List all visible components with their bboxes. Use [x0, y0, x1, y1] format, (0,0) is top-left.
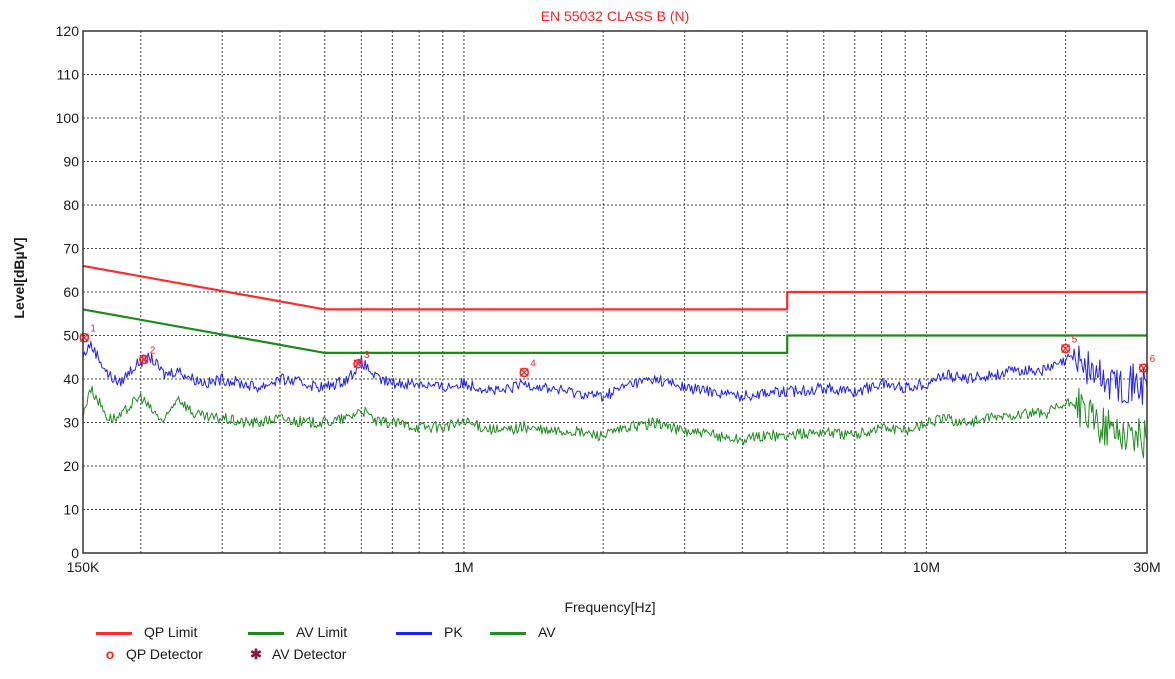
marker-cross	[139, 354, 149, 364]
marker-label: 5	[1072, 335, 1078, 346]
legend-swatch	[490, 631, 526, 635]
marker-label: 3	[364, 350, 370, 361]
marker-circle	[519, 367, 530, 378]
marker-label: 6	[1150, 354, 1156, 365]
peak-marker: 1	[79, 324, 96, 343]
peak-marker: 3	[353, 350, 370, 369]
marker-circle	[353, 358, 363, 369]
plot-frame	[82, 30, 1148, 554]
peak-marker: 5	[1060, 335, 1078, 354]
y-tick-label: 10	[63, 502, 79, 518]
legend-label: PK	[444, 624, 463, 640]
legend-label: QP Limit	[144, 624, 198, 640]
legend-label: QP Detector	[126, 646, 203, 662]
x-tick-label: 150K	[67, 559, 100, 575]
y-tick-label: 0	[71, 545, 79, 561]
y-tick-label: 70	[63, 241, 79, 257]
x-tick-label: 10M	[913, 559, 940, 575]
series-line-av-limit	[82, 308, 1147, 354]
marker-cross	[519, 368, 529, 377]
legend-label: AV Detector	[272, 646, 347, 662]
marker-circle	[79, 332, 90, 343]
marker-circle	[138, 354, 149, 365]
legend-item-qp-limit: QP Limit	[96, 624, 197, 640]
marker-cross	[79, 333, 89, 343]
legend-label: AV Limit	[296, 624, 348, 640]
legend-item-av: AV	[490, 624, 556, 640]
series-line-av	[82, 385, 1148, 459]
legend-swatch	[248, 631, 284, 635]
y-tick-label: 100	[56, 110, 80, 126]
legend-swatch	[396, 631, 432, 635]
x-axis-label: Frequency[Hz]	[564, 599, 655, 615]
y-tick-label: 110	[57, 67, 80, 83]
legend-item-pk: PK	[396, 624, 463, 640]
legend-item-av-limit: AV Limit	[248, 624, 347, 640]
qp-detector-symbol: o	[105, 646, 115, 662]
legend-item-av-detector: ✱ AV Detector	[246, 646, 346, 663]
series-layer	[82, 264, 1148, 459]
ticks: 0 10 20 30 40 50 60 70 80 90 100 110 120 150K 1M 10M 30M	[56, 23, 1161, 575]
legend-item-qp-detector: o QP Detector	[100, 646, 203, 662]
series-line-qp-limit	[82, 264, 1147, 311]
y-tick-label: 20	[63, 458, 79, 474]
marker-label: 2	[150, 345, 156, 356]
av-detector-symbol: ✱	[250, 646, 262, 662]
marker-layer: 1 2 3 4 5 6	[79, 324, 1156, 378]
marker-cross	[1061, 344, 1071, 354]
peak-marker: 4	[519, 358, 536, 378]
y-tick-label: 30	[63, 415, 79, 431]
y-tick-label: 50	[63, 328, 79, 344]
y-axis-label: Level[dBµV]	[11, 237, 27, 318]
legend: QP Limit AV Limit PK AV o QP Detector ✱ AV…	[96, 624, 696, 674]
emc-chart: 1 2 3 4 5 6 0 10 20 30 40 50 60 70 80 90 100 110 120 150K 1…	[11, 8, 1161, 615]
legend-swatch	[96, 631, 132, 635]
x-tick-label: 1M	[454, 559, 473, 575]
legend-label: AV	[538, 624, 556, 640]
series-line-pk	[82, 341, 1148, 405]
y-tick-label: 90	[63, 154, 79, 170]
y-tick-label: 40	[63, 371, 79, 387]
y-tick-label: 120	[56, 23, 80, 39]
marker-label: 1	[90, 324, 96, 335]
x-tick-label: 30M	[1133, 559, 1160, 575]
chart-title: EN 55032 CLASS B (N)	[541, 8, 690, 24]
y-tick-label: 80	[63, 197, 79, 213]
marker-cross	[353, 359, 363, 369]
peak-marker: 2	[138, 345, 156, 365]
marker-label: 4	[530, 358, 536, 369]
marker-circle	[1060, 343, 1071, 354]
y-tick-label: 60	[63, 284, 79, 300]
